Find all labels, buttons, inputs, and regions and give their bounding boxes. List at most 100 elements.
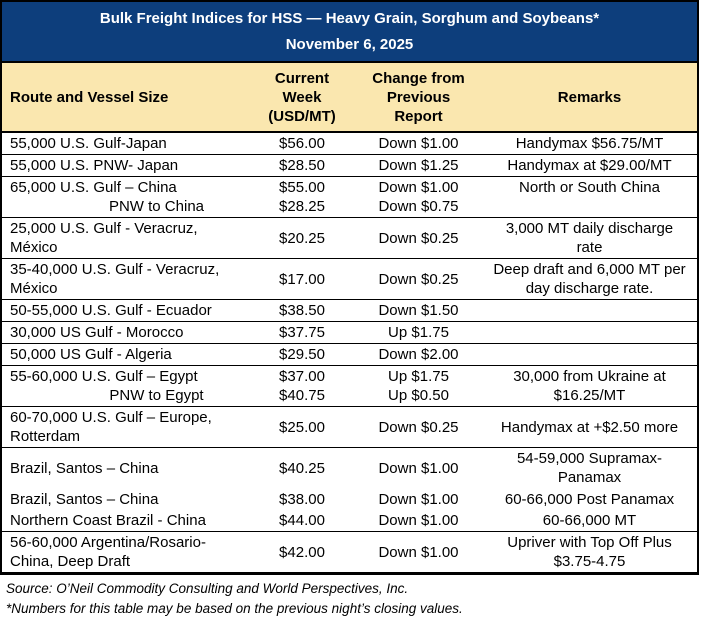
cell-line: $38.00 — [279, 490, 325, 508]
table-row: Northern Coast Brazil - China $44.00 Dow… — [2, 510, 697, 532]
cell-line: 60-66,000 MT — [542, 512, 637, 529]
cell-line: $16.25/MT — [553, 387, 626, 404]
cell-line: Down $0.25 — [378, 270, 459, 288]
week-cell: $28.50 — [249, 155, 355, 176]
change-cell: Down $1.25 — [355, 155, 482, 176]
change-cell: Up $1.75 Up $0.50 — [355, 366, 482, 406]
week-cell: $40.25 — [249, 448, 355, 488]
remarks-cell — [482, 300, 697, 321]
cell-line: $40.25 — [279, 459, 325, 477]
cell-line: Brazil, Santos – China — [10, 490, 159, 508]
cell-line: $28.50 — [279, 157, 325, 174]
change-cell: Down $1.00 Down $0.75 — [355, 177, 482, 217]
week-cell: $17.00 — [249, 259, 355, 299]
table-row: 55,000 U.S. Gulf-Japan $56.00 Down $1.00… — [2, 133, 697, 155]
col-header-remarks: Remarks — [557, 88, 622, 106]
change-cell: Down $1.00 — [355, 510, 482, 531]
remarks-cell: Handymax at +$2.50 more — [482, 407, 697, 447]
table-footer: Source: O’Neil Commodity Consulting and … — [0, 575, 702, 619]
cell-line: China, Deep Draft — [10, 553, 131, 570]
cell-line: Down $1.00 — [378, 179, 459, 196]
cell-line: $37.75 — [279, 324, 325, 341]
week-cell: $42.00 — [249, 532, 355, 572]
cell-line: Deep draft and 6,000 MT per — [493, 261, 686, 278]
cell-line: $38.50 — [279, 302, 325, 319]
remarks-cell: Upriver with Top Off Plus $3.75-4.75 — [482, 532, 697, 572]
remarks-cell: 60-66,000 Post Panamax — [482, 488, 697, 510]
col-header-line: Current — [274, 69, 330, 87]
col-header-current-week: Current Week (USD/MT) — [249, 63, 355, 131]
cell-line: PNW to China — [108, 198, 205, 215]
cell-line: $20.25 — [279, 229, 325, 247]
cell-line: $29.50 — [279, 346, 325, 363]
remarks-cell: Handymax $56.75/MT — [482, 133, 697, 154]
remarks-cell: 54-59,000 Supramax- Panamax — [482, 448, 697, 488]
change-cell: Up $1.75 — [355, 322, 482, 343]
cell-line: 50,000 US Gulf - Algeria — [10, 346, 172, 363]
cell-line: Up $1.75 — [388, 368, 449, 385]
cell-line: $56.00 — [279, 135, 325, 152]
table-row: 35-40,000 U.S. Gulf - Veracruz, México $… — [2, 259, 697, 300]
table-row: 50-55,000 U.S. Gulf - Ecuador $38.50 Dow… — [2, 300, 697, 322]
column-header-row: Route and Vessel Size Current Week (USD/… — [2, 63, 697, 133]
change-cell: Down $1.00 — [355, 532, 482, 572]
change-cell: Down $0.25 — [355, 259, 482, 299]
cell-line: Down $1.00 — [378, 490, 459, 508]
change-cell: Down $1.00 — [355, 133, 482, 154]
cell-line: 3,000 MT daily discharge — [505, 220, 674, 237]
cell-line: $37.00 — [279, 368, 325, 385]
week-cell: $44.00 — [249, 510, 355, 531]
cell-line: Down $0.25 — [378, 418, 459, 436]
cell-line: rate — [576, 239, 603, 256]
cell-line: Down $0.75 — [378, 198, 459, 215]
col-header-line: Change from — [372, 69, 465, 87]
change-cell: Down $0.25 — [355, 407, 482, 447]
cell-line: day discharge rate. — [525, 280, 654, 297]
table-date: November 6, 2025 — [285, 36, 414, 53]
table-row: 50,000 US Gulf - Algeria $29.50 Down $2.… — [2, 344, 697, 366]
cell-line: 55,000 U.S. Gulf-Japan — [10, 135, 167, 152]
cell-line: Handymax at +$2.50 more — [500, 418, 679, 436]
cell-line: Panamax — [557, 469, 622, 486]
remarks-cell — [482, 344, 697, 365]
table-title: Bulk Freight Indices for HSS — Heavy Gra… — [99, 10, 600, 27]
cell-line: Handymax $56.75/MT — [515, 135, 664, 152]
cell-line: $55.00 — [279, 179, 325, 196]
title-band: Bulk Freight Indices for HSS — Heavy Gra… — [2, 2, 697, 63]
cell-line: Down $1.00 — [378, 543, 459, 561]
cell-line: $42.00 — [279, 543, 325, 561]
cell-line: Down $1.00 — [378, 459, 459, 477]
route-cell: 35-40,000 U.S. Gulf - Veracruz, México — [2, 259, 249, 299]
cell-line: 30,000 US Gulf - Morocco — [10, 324, 184, 341]
remarks-cell: 30,000 from Ukraine at $16.25/MT — [482, 366, 697, 406]
change-cell: Down $0.25 — [355, 218, 482, 258]
cell-line: 25,000 U.S. Gulf - Veracruz, — [10, 220, 198, 237]
cell-line: $25.00 — [279, 418, 325, 436]
week-cell: $55.00 $28.25 — [249, 177, 355, 217]
cell-line: 50-55,000 U.S. Gulf - Ecuador — [10, 302, 212, 319]
col-header-line: Week — [282, 88, 322, 106]
source-note: Source: O’Neil Commodity Consulting and … — [6, 581, 409, 596]
route-cell: 25,000 U.S. Gulf - Veracruz, México — [2, 218, 249, 258]
remarks-cell: 3,000 MT daily discharge rate — [482, 218, 697, 258]
cell-line: Northern Coast Brazil - China — [10, 512, 206, 529]
route-cell: Northern Coast Brazil - China — [2, 510, 249, 531]
cell-line: Down $1.25 — [378, 157, 459, 174]
table-row: 25,000 U.S. Gulf - Veracruz, México $20.… — [2, 218, 697, 259]
cell-line: 35-40,000 U.S. Gulf - Veracruz, — [10, 261, 220, 278]
cell-line: 60-66,000 Post Panamax — [504, 490, 675, 508]
cell-line: Rotterdam — [10, 428, 81, 445]
cell-line: 65,000 U.S. Gulf – China — [10, 179, 177, 196]
cell-line: México — [10, 239, 58, 256]
table-row: 55-60,000 U.S. Gulf – Egypt PNW to Egypt… — [2, 366, 697, 407]
cell-line: $40.75 — [279, 387, 325, 404]
cell-line: Handymax at $29.00/MT — [507, 157, 672, 174]
cell-line: Down $1.00 — [378, 512, 459, 529]
cell-line: Up $0.50 — [388, 387, 449, 404]
col-header-line: Report — [394, 107, 443, 125]
week-cell: $37.75 — [249, 322, 355, 343]
table-row: Brazil, Santos – China $40.25 Down $1.00… — [2, 448, 697, 488]
week-cell: $56.00 — [249, 133, 355, 154]
col-header-line: Previous — [386, 88, 451, 106]
route-cell: 65,000 U.S. Gulf – China PNW to China — [2, 177, 249, 217]
